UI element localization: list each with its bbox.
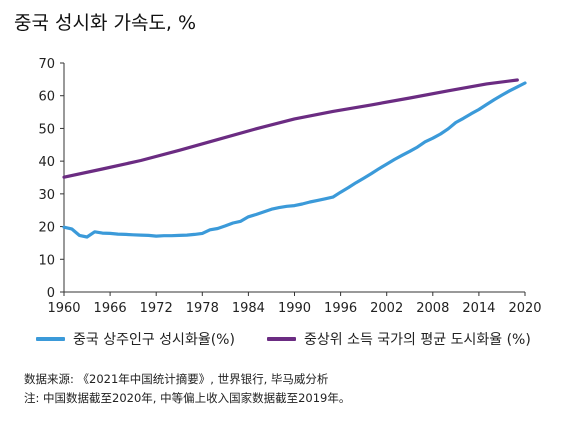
y-tick-label: 60 xyxy=(38,90,55,105)
series-line-china xyxy=(62,81,527,239)
x-tick-label: 1960 xyxy=(47,301,80,316)
note-text: 注: 中国数据截至2020年, 中等偏上收入国家数据截至2019年。 xyxy=(24,391,351,405)
legend-item-china: 중국 상주인구 성시화율(%) xyxy=(36,329,235,349)
y-tick-label: 50 xyxy=(38,122,55,137)
source-text: 数据来源: 《2021年中国统计摘要》, 世界银行, 毕马威分析 xyxy=(24,372,329,386)
legend-swatch-china xyxy=(36,337,65,341)
y-tick-label: 20 xyxy=(38,221,55,236)
x-tick-label: 1996 xyxy=(324,301,357,316)
x-tick-label: 2020 xyxy=(508,301,541,316)
y-tick-label: 70 xyxy=(38,57,55,72)
x-tick-label: 1984 xyxy=(232,301,265,316)
legend-swatch-upper-middle-income xyxy=(267,337,296,341)
legend-item-upper-middle-income: 중상위 소득 국가의 평균 도시화율 (%) xyxy=(267,329,531,349)
y-tick-label: 40 xyxy=(38,155,55,170)
legend-label-china: 중국 상주인구 성시화율(%) xyxy=(73,332,235,348)
x-tick-label: 1978 xyxy=(186,301,219,316)
x-tick-label: 2002 xyxy=(370,301,403,316)
x-tick-label: 2014 xyxy=(462,301,495,316)
y-tick-label: 0 xyxy=(47,286,55,301)
y-tick-label: 30 xyxy=(38,188,55,203)
x-tick-label: 1966 xyxy=(94,301,127,316)
x-tick-label: 2008 xyxy=(416,301,449,316)
chart-legend: 중국 상주인구 성시화율(%) 중상위 소득 국가의 평균 도시화율 (%) xyxy=(36,329,576,351)
series-line-upper-middle-income xyxy=(62,78,519,179)
legend-label-upper-middle-income: 중상위 소득 국가의 평균 도시화율 (%) xyxy=(304,332,531,348)
chart-title: 중국 성시화 가속도, % xyxy=(14,12,197,34)
y-tick-label: 10 xyxy=(38,253,55,268)
x-tick-label: 1990 xyxy=(278,301,311,316)
x-tick-label: 1972 xyxy=(140,301,173,316)
